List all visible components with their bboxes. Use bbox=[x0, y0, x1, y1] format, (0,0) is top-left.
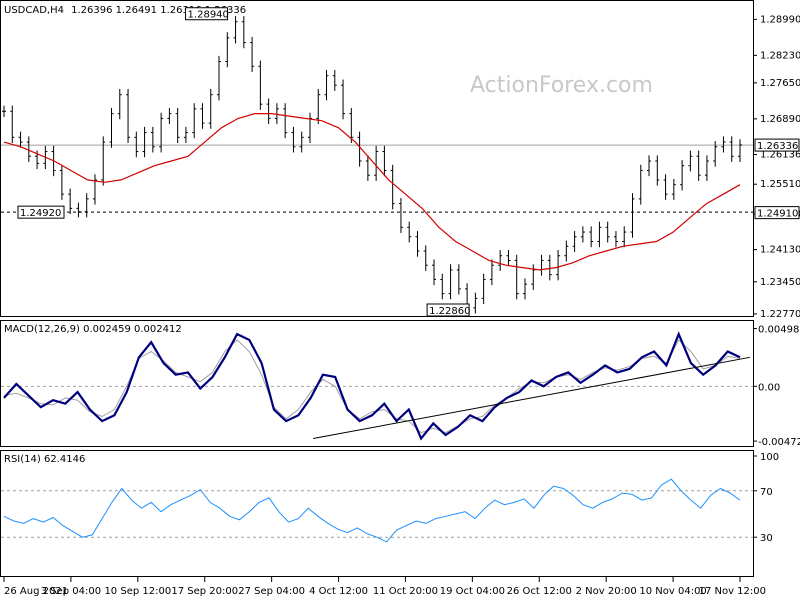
rsi-panel-frame bbox=[0, 450, 754, 577]
current-price-box bbox=[754, 138, 800, 152]
x-tick-label: 19 Oct 04:00 bbox=[440, 586, 505, 597]
macd-y-tick-label: -0.004723 bbox=[758, 437, 800, 448]
macd-y-tick-label: 0.00 bbox=[758, 382, 780, 393]
price-panel-title: USDCAD,H4 1.26396 1.26491 1.26316 1.2633… bbox=[4, 5, 246, 16]
x-tick-label: 11 Oct 20:00 bbox=[373, 586, 438, 597]
x-tick-label: 17 Sep 20:00 bbox=[171, 586, 238, 597]
x-tick-label: 4 Oct 12:00 bbox=[309, 586, 368, 597]
x-tick-label: 26 Aug 2021 bbox=[4, 586, 68, 597]
price-y-tick-label: 1.24130 bbox=[760, 245, 800, 256]
price-y-tick-label: 1.22770 bbox=[760, 309, 800, 320]
price-y-tick-label: 1.26136 bbox=[760, 150, 800, 161]
macd-trendline bbox=[313, 356, 751, 440]
price-y-tick-label: 1.23450 bbox=[760, 277, 800, 288]
level-axis-box bbox=[754, 206, 800, 220]
x-tick-label: 26 Oct 12:00 bbox=[507, 586, 572, 597]
price-grid: 1.24920 bbox=[1, 144, 753, 219]
price-y-tick-label: 1.28990 bbox=[760, 14, 800, 25]
low-annotation-box bbox=[426, 303, 470, 317]
low-annotation-label: 1.22860 bbox=[429, 306, 470, 317]
rsi-panel-title: RSI(14) 62.4146 bbox=[4, 454, 85, 465]
watermark: ActionForex.com bbox=[470, 73, 653, 98]
price-panel-frame bbox=[0, 0, 754, 317]
support-level-box bbox=[17, 205, 65, 219]
macd-signal-line bbox=[3, 339, 741, 434]
macd-panel-frame bbox=[0, 320, 754, 447]
price-y-tick-label: 1.28230 bbox=[760, 50, 800, 61]
rsi-y-tick-label: 100 bbox=[760, 452, 779, 463]
rsi-y-tick-label: 30 bbox=[760, 533, 773, 544]
price-axis: 1.28990 1.28230 1.27650 1.26890 1.26136 1.255… bbox=[753, 14, 800, 320]
x-tick-label: 3 Sep 04:00 bbox=[41, 586, 101, 597]
price-marks: 1.28940 1.22860 bbox=[2, 7, 742, 317]
x-tick-label: 10 Nov 04:00 bbox=[639, 586, 706, 597]
x-tick-label: 17 Nov 12:00 bbox=[699, 586, 766, 597]
rsi-layer: 100 70 30 bbox=[1, 452, 779, 544]
price-y-tick-label: 1.26890 bbox=[760, 114, 800, 125]
macd-panel-title: MACD(12,26,9) 0.002459 0.002412 bbox=[4, 324, 182, 335]
current-price-label: 1.26336 bbox=[757, 141, 798, 152]
rsi-y-tick-label: 70 bbox=[760, 487, 773, 498]
x-tick-label: 27 Sep 04:00 bbox=[238, 586, 305, 597]
price-y-tick-label: 1.25510 bbox=[760, 179, 800, 190]
ohlc-label: 1.26396 1.26491 1.26316 1.26336 bbox=[71, 5, 246, 16]
high-annotation-box bbox=[185, 7, 229, 21]
x-tick-label: 2 Nov 20:00 bbox=[576, 586, 637, 597]
support-level-label: 1.24920 bbox=[20, 208, 61, 219]
macd-layer: 0.00498 0.00 -0.004723 bbox=[1, 325, 800, 448]
price-y-tick-label: 1.27650 bbox=[760, 78, 800, 89]
level-axis-label: 1.24910 bbox=[757, 209, 798, 220]
moving-average-line bbox=[3, 113, 741, 271]
symbol-label: USDCAD,H4 bbox=[4, 5, 64, 16]
macd-y-tick-label: 0.00498 bbox=[758, 325, 799, 336]
rsi-line bbox=[3, 478, 741, 543]
x-tick-label: 10 Sep 12:00 bbox=[104, 586, 171, 597]
high-annotation-label: 1.28940 bbox=[188, 10, 229, 21]
macd-line bbox=[3, 331, 741, 441]
